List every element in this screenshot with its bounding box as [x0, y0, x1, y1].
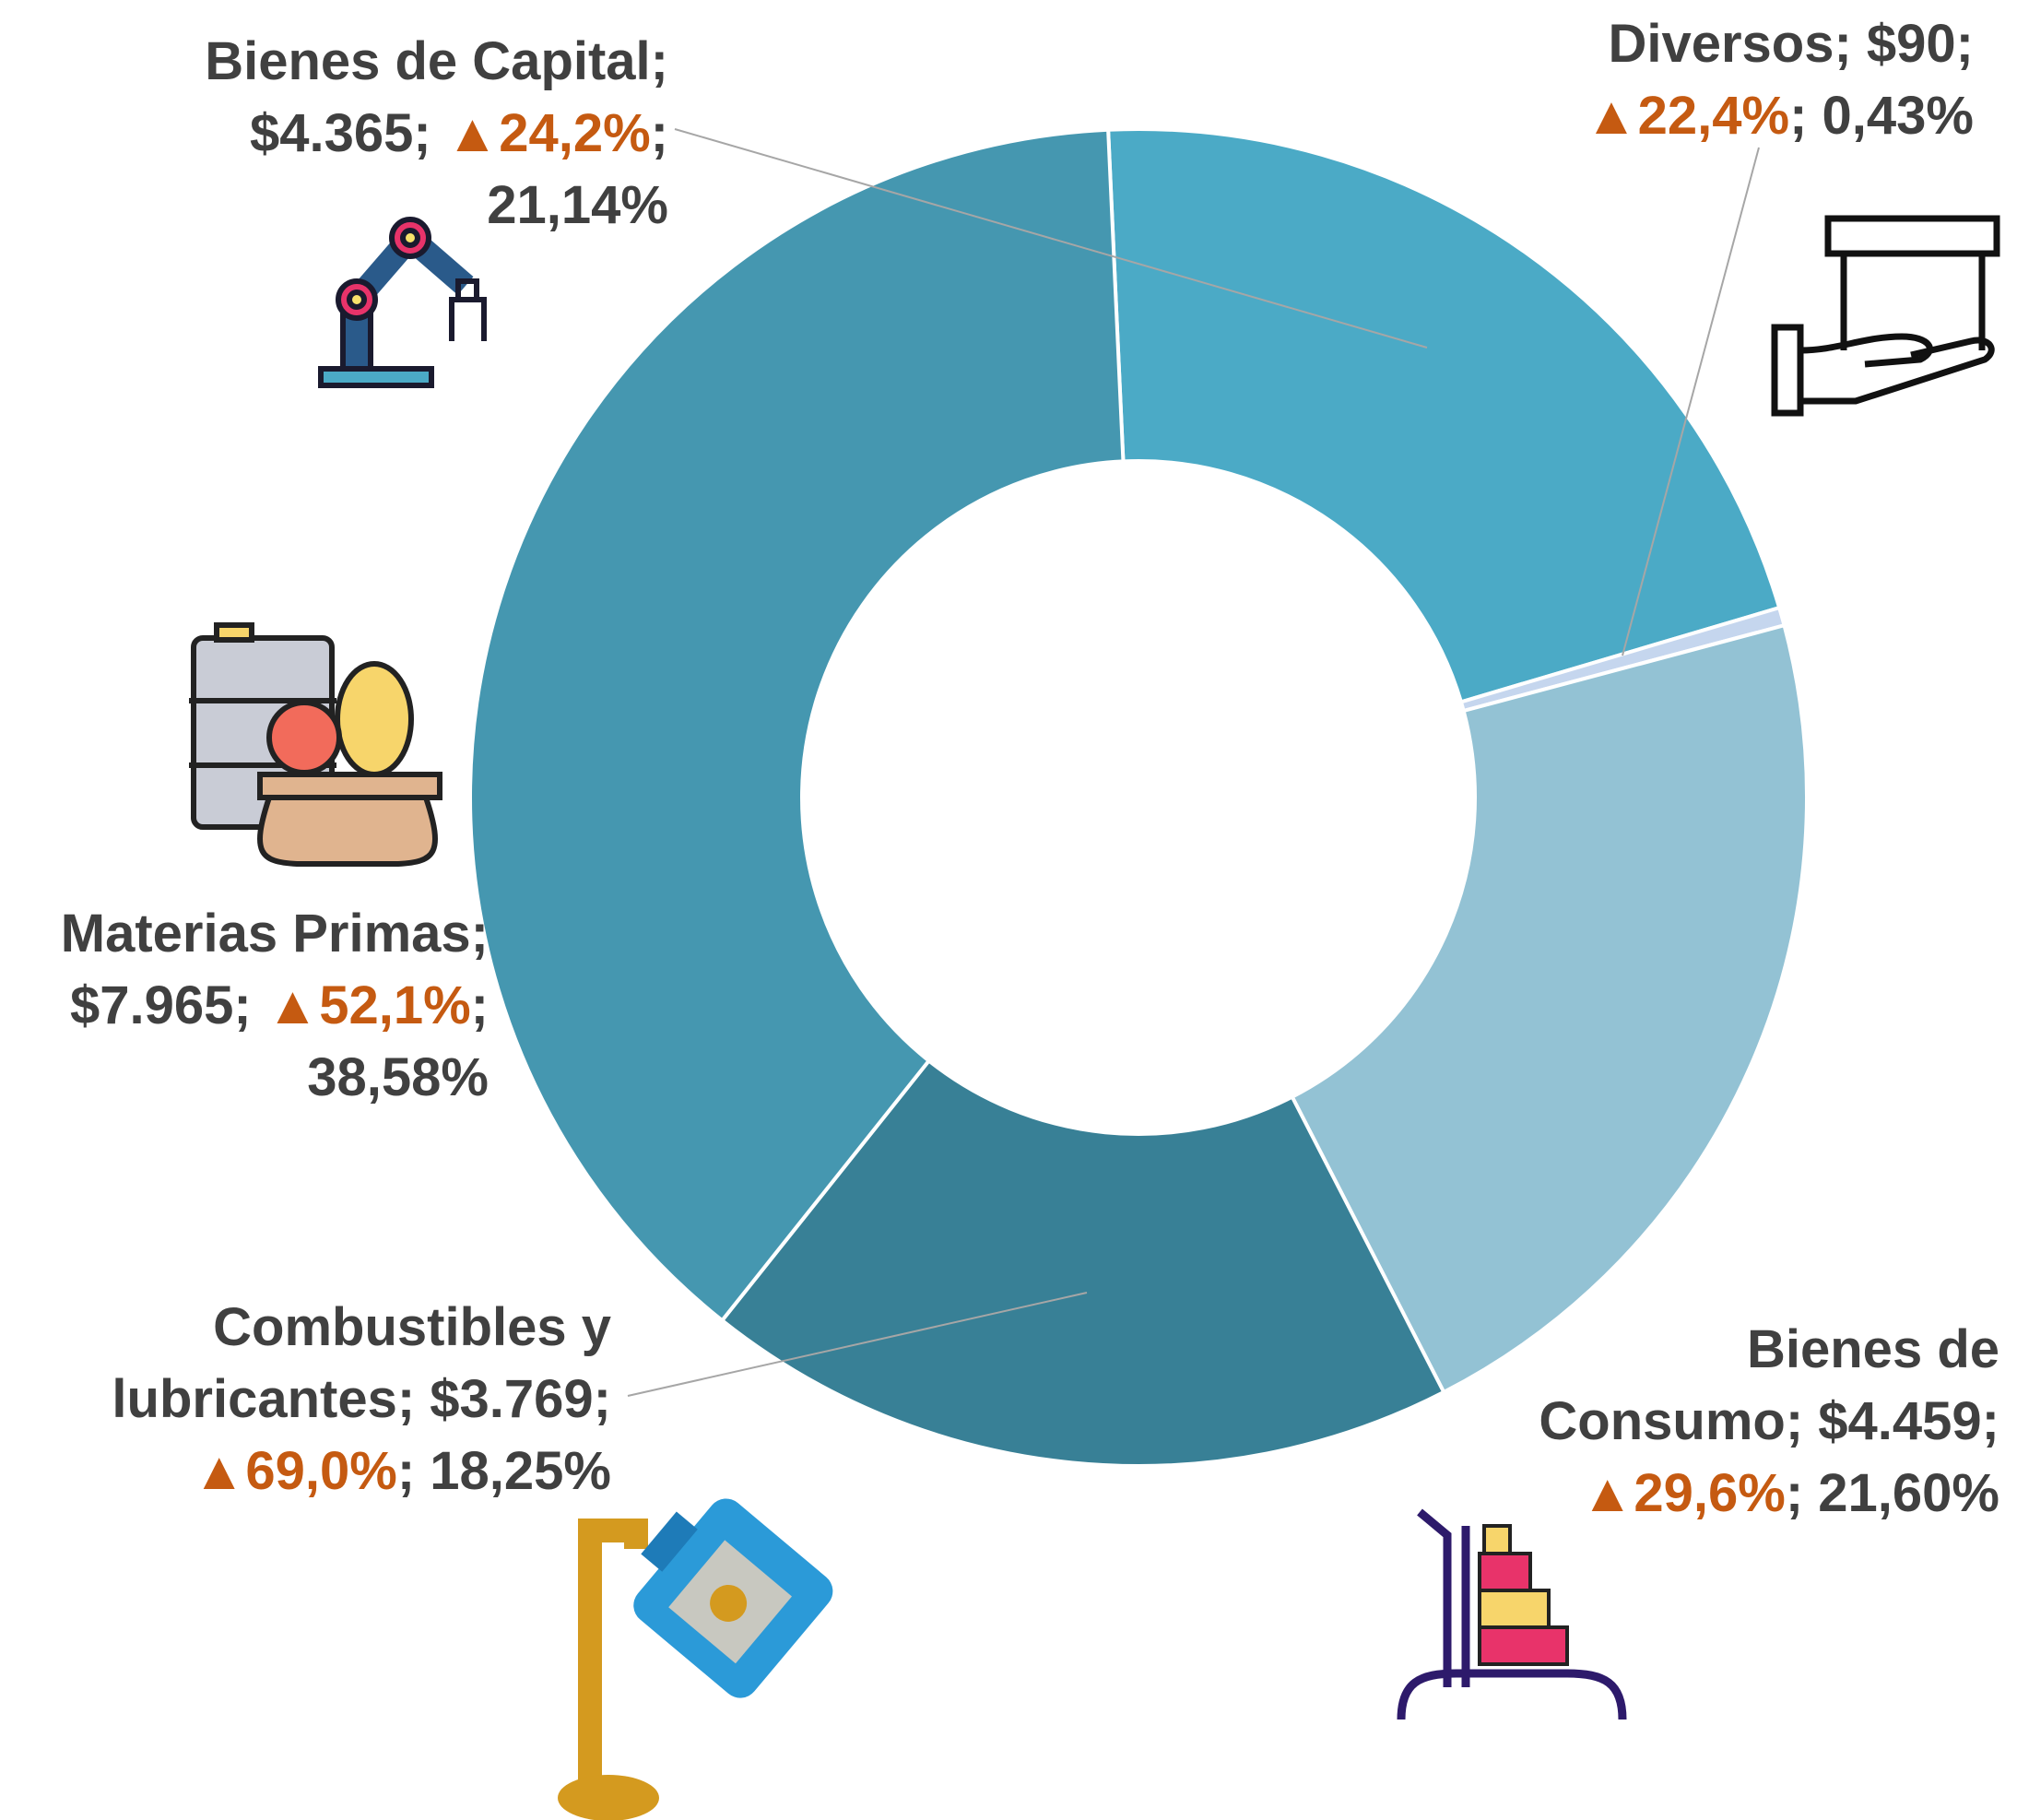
- data-label: $7.965; ▲52,1%;: [70, 975, 489, 1035]
- icon-box-hand: [1771, 215, 2000, 417]
- data-label-part: ▲69,0%: [193, 1441, 397, 1501]
- data-label: ▲69,0%; 18,25%: [193, 1441, 611, 1501]
- data-label: $4.365; ▲24,2%;: [250, 103, 668, 163]
- data-label-part: Bienes de: [1747, 1319, 1999, 1379]
- data-label-part: $7.965;: [70, 975, 266, 1035]
- data-label-part: 21,14%: [487, 175, 668, 235]
- data-label: Combustibles y: [213, 1297, 611, 1357]
- data-label-part: ▲24,2%: [446, 103, 651, 163]
- icon-fuel-can: [558, 1498, 833, 1820]
- data-label: ▲22,4%; 0,43%: [1585, 86, 1974, 146]
- data-label-part: ; 21,60%: [1786, 1463, 1999, 1523]
- data-label-part: ; 0,43%: [1789, 86, 1974, 146]
- data-label: Diversos; $90;: [1608, 14, 1974, 74]
- data-label-part: ;: [651, 103, 668, 163]
- data-label-part: Combustibles y: [213, 1297, 611, 1357]
- data-label: lubricantes; $3.769;: [112, 1369, 611, 1429]
- data-label-part: $4.365;: [250, 103, 446, 163]
- data-label-part: lubricantes; $3.769;: [112, 1369, 611, 1429]
- data-label: 38,58%: [307, 1047, 489, 1107]
- data-label: Materias Primas;: [61, 904, 489, 963]
- data-label-part: Materias Primas;: [61, 904, 489, 963]
- data-label-part: Consumo; $4.459;: [1539, 1391, 1999, 1451]
- data-label-part: ▲29,6%: [1581, 1463, 1786, 1523]
- icon-raw-materials: [189, 622, 442, 867]
- data-label-part: 38,58%: [307, 1047, 489, 1107]
- donut-slice: [1106, 127, 1782, 704]
- donut-slice: [1290, 622, 1809, 1395]
- data-label: Bienes de: [1747, 1319, 1999, 1379]
- data-label-part: Diversos; $90;: [1608, 14, 1974, 74]
- data-label-part: ▲22,4%: [1585, 86, 1789, 146]
- data-label-part: ▲52,1%: [266, 975, 471, 1035]
- leader-line: [627, 1292, 1088, 1397]
- icon-cart: [1397, 1508, 1627, 1720]
- data-label-part: ; 18,25%: [397, 1441, 611, 1501]
- donut-slice: [468, 127, 1126, 1323]
- data-label: ▲29,6%; 21,60%: [1581, 1463, 1999, 1523]
- data-label: Bienes de Capital;: [205, 31, 668, 91]
- data-label-part: Bienes de Capital;: [205, 31, 668, 91]
- icon-robot-arm: [318, 217, 487, 388]
- leader-line: [1622, 147, 1760, 656]
- data-label: 21,14%: [487, 175, 668, 235]
- data-label-part: ;: [471, 975, 489, 1035]
- leader-line: [674, 128, 1428, 349]
- data-label: Consumo; $4.459;: [1539, 1391, 1999, 1451]
